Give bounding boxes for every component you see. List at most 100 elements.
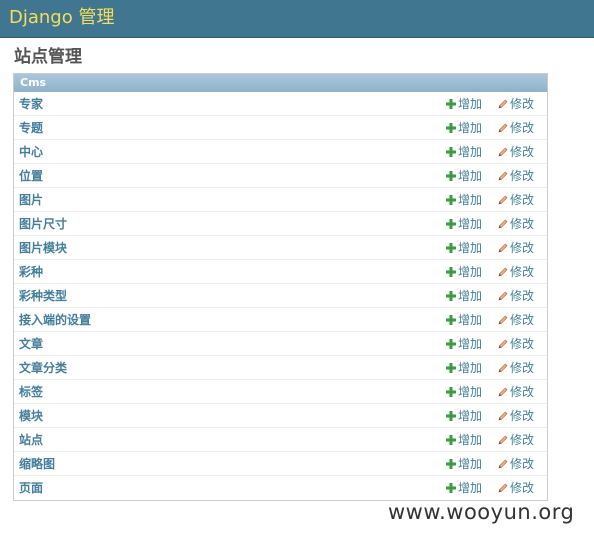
change-link-label: 修改 — [510, 121, 535, 135]
pencil-icon — [498, 387, 508, 397]
add-icon — [446, 267, 456, 277]
model-link[interactable]: 接入端的设置 — [19, 313, 92, 327]
add-link[interactable]: 增加 — [446, 140, 482, 164]
model-link[interactable]: 文章分类 — [19, 361, 68, 375]
add-icon — [446, 411, 456, 421]
add-link[interactable]: 增加 — [446, 260, 482, 284]
add-icon — [446, 387, 456, 397]
pencil-icon — [498, 411, 508, 421]
add-link[interactable]: 增加 — [446, 116, 482, 140]
pencil-icon — [498, 171, 508, 181]
change-link-label: 修改 — [510, 481, 535, 495]
add-link[interactable]: 增加 — [446, 164, 482, 188]
model-link[interactable]: 标签 — [19, 385, 44, 399]
add-link-label: 增加 — [458, 361, 483, 375]
change-link[interactable]: 修改 — [498, 212, 534, 236]
change-link[interactable]: 修改 — [498, 188, 534, 212]
pencil-icon — [498, 195, 508, 205]
add-link[interactable]: 增加 — [446, 428, 482, 452]
app-module-cms: Cms 专家 增加 修改 专题 增加 修改 中心 增加 修改 位置 增加 修改 图片 增加 修改 图片尺寸 增加… — [13, 73, 548, 501]
change-link-label: 修改 — [510, 361, 535, 375]
change-link[interactable]: 修改 — [498, 260, 534, 284]
change-link[interactable]: 修改 — [498, 236, 534, 260]
model-link[interactable]: 中心 — [19, 145, 44, 159]
model-link[interactable]: 站点 — [19, 433, 44, 447]
add-link-label: 增加 — [458, 265, 483, 279]
change-link-label: 修改 — [510, 433, 535, 447]
add-icon — [446, 291, 456, 301]
add-link[interactable]: 增加 — [446, 236, 482, 260]
add-link[interactable]: 增加 — [446, 284, 482, 308]
model-link[interactable]: 图片模块 — [19, 241, 68, 255]
model-link[interactable]: 位置 — [19, 169, 44, 183]
model-link[interactable]: 图片 — [19, 193, 44, 207]
change-link-label: 修改 — [510, 289, 535, 303]
change-link-label: 修改 — [510, 385, 535, 399]
model-link[interactable]: 专题 — [19, 121, 44, 135]
model-link[interactable]: 彩种类型 — [19, 289, 68, 303]
add-link-label: 增加 — [458, 409, 483, 423]
model-row: 专家 增加 修改 — [14, 92, 547, 116]
add-link[interactable]: 增加 — [446, 356, 482, 380]
model-row: 彩种类型 增加 修改 — [14, 284, 547, 308]
change-link[interactable]: 修改 — [498, 308, 534, 332]
model-list: 专家 增加 修改 专题 增加 修改 中心 增加 修改 位置 增加 修改 图片 增加 修改 图片尺寸 增加 修改 图片… — [14, 92, 547, 500]
change-link[interactable]: 修改 — [498, 476, 534, 500]
add-icon — [446, 219, 456, 229]
model-row: 专题 增加 修改 — [14, 116, 547, 140]
add-link-label: 增加 — [458, 97, 483, 111]
change-link[interactable]: 修改 — [498, 356, 534, 380]
change-link[interactable]: 修改 — [498, 380, 534, 404]
change-link-label: 修改 — [510, 337, 535, 351]
add-link-label: 增加 — [458, 193, 483, 207]
add-link[interactable]: 增加 — [446, 476, 482, 500]
change-link[interactable]: 修改 — [498, 284, 534, 308]
change-link-label: 修改 — [510, 145, 535, 159]
add-icon — [446, 147, 456, 157]
model-link[interactable]: 彩种 — [19, 265, 44, 279]
model-row: 图片模块 增加 修改 — [14, 236, 547, 260]
add-icon — [446, 483, 456, 493]
pencil-icon — [498, 315, 508, 325]
model-link[interactable]: 页面 — [19, 481, 44, 495]
add-link-label: 增加 — [458, 385, 483, 399]
model-row: 标签 增加 修改 — [14, 380, 547, 404]
pencil-icon — [498, 363, 508, 373]
change-link[interactable]: 修改 — [498, 164, 534, 188]
model-link[interactable]: 缩略图 — [19, 457, 56, 471]
change-link-label: 修改 — [510, 265, 535, 279]
pencil-icon — [498, 99, 508, 109]
add-link[interactable]: 增加 — [446, 404, 482, 428]
add-link[interactable]: 增加 — [446, 452, 482, 476]
add-link[interactable]: 增加 — [446, 212, 482, 236]
model-row: 站点 增加 修改 — [14, 428, 547, 452]
change-link[interactable]: 修改 — [498, 452, 534, 476]
model-link[interactable]: 模块 — [19, 409, 44, 423]
add-icon — [446, 123, 456, 133]
model-link[interactable]: 文章 — [19, 337, 44, 351]
change-link[interactable]: 修改 — [498, 428, 534, 452]
add-link[interactable]: 增加 — [446, 92, 482, 116]
change-link[interactable]: 修改 — [498, 116, 534, 140]
model-row: 中心 增加 修改 — [14, 140, 547, 164]
add-link[interactable]: 增加 — [446, 308, 482, 332]
add-link[interactable]: 增加 — [446, 332, 482, 356]
site-branding[interactable]: Django 管理 — [9, 7, 115, 28]
add-link-label: 增加 — [458, 457, 483, 471]
change-link[interactable]: 修改 — [498, 92, 534, 116]
change-link[interactable]: 修改 — [498, 140, 534, 164]
model-row: 接入端的设置 增加 修改 — [14, 308, 547, 332]
model-row: 图片尺寸 增加 修改 — [14, 212, 547, 236]
model-link[interactable]: 图片尺寸 — [19, 217, 68, 231]
pencil-icon — [498, 339, 508, 349]
add-link[interactable]: 增加 — [446, 188, 482, 212]
pencil-icon — [498, 267, 508, 277]
model-link[interactable]: 专家 — [19, 97, 44, 111]
change-link[interactable]: 修改 — [498, 332, 534, 356]
add-icon — [446, 363, 456, 373]
module-caption[interactable]: Cms — [14, 74, 547, 92]
change-link[interactable]: 修改 — [498, 404, 534, 428]
pencil-icon — [498, 123, 508, 133]
change-link-label: 修改 — [510, 169, 535, 183]
add-link[interactable]: 增加 — [446, 380, 482, 404]
